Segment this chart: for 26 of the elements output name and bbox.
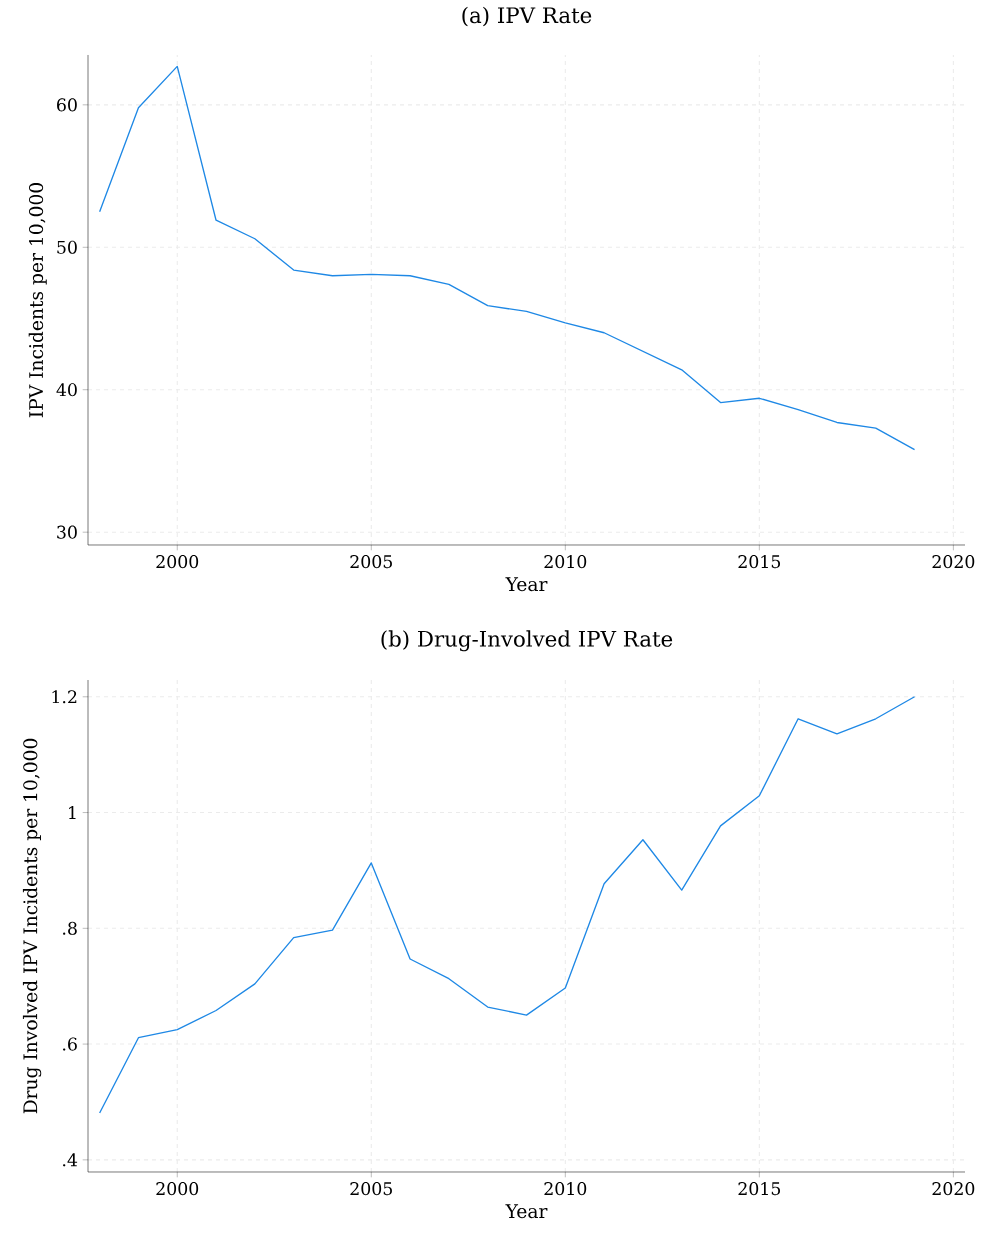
y-tick-label: 1.2: [52, 690, 77, 704]
x-tick-label: 2010: [544, 1182, 587, 1196]
y-tick-label: .8: [63, 921, 77, 935]
y-tick-label: 50: [57, 240, 77, 254]
chart-title: (a) IPV Rate: [462, 6, 592, 27]
y-tick-label: 30: [57, 525, 77, 539]
y-tick-label: 1: [69, 806, 76, 819]
x-tick-label: 2010: [544, 555, 587, 569]
x-tick-label: 2015: [738, 555, 781, 569]
x-tick-label: 2005: [350, 1182, 392, 1196]
y-tick-label: .6: [63, 1037, 77, 1051]
y-tick-label: 60: [57, 98, 77, 112]
x-tick-label: 2020: [932, 1182, 975, 1196]
x-tick-label: 2000: [156, 1182, 199, 1196]
x-axis-title: Year: [505, 577, 548, 592]
x-tick-label: 2000: [156, 555, 199, 569]
y-axis-title: Drug Involved IPV Incidents per 10,000: [22, 738, 42, 1114]
y-tick-label: .4: [63, 1153, 78, 1167]
chart-title: (b) Drug-Involved IPV Rate: [381, 630, 673, 652]
x-tick-label: 2015: [738, 1182, 781, 1196]
x-axis-title: Year: [505, 1204, 548, 1219]
x-tick-label: 2020: [932, 555, 975, 569]
y-tick-label: 40: [56, 383, 77, 397]
x-tick-label: 2005: [350, 555, 392, 569]
line-series: [98, 696, 916, 1114]
y-axis-title: IPV Incidents per 10,000: [28, 183, 47, 418]
